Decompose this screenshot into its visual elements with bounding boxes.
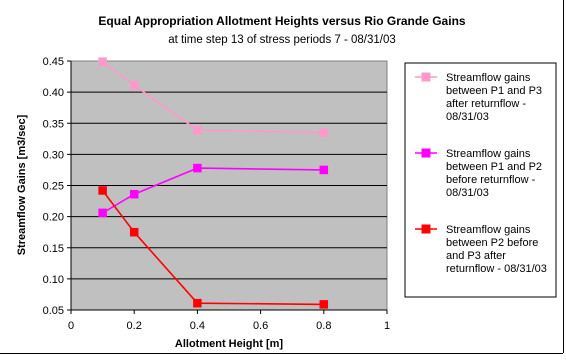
- legend-marker: [421, 224, 431, 234]
- data-point: [193, 298, 202, 308]
- series-line: [101, 190, 324, 306]
- chart-subtitle: at time step 13 of stress periods 7 - 08…: [168, 34, 396, 46]
- y-tick-label: 0.35: [43, 118, 64, 130]
- legend-text-line: between P2 before: [446, 237, 538, 249]
- y-tick-labels: 0.05 0.10 0.15 0.20 0.25 0.30 0.35 0.40 0.45: [43, 56, 64, 317]
- x-tick-label: 0.6: [253, 320, 268, 332]
- y-axis-label: Streamflow Gains [m3/sec]: [16, 114, 28, 255]
- legend-text-line: between P1 and P3: [446, 85, 542, 97]
- legend-text-line: before returnflow -: [446, 174, 536, 186]
- data-point: [319, 128, 329, 137]
- legend-text-line: between P1 and P2: [446, 161, 542, 173]
- legend-marker: [421, 148, 431, 158]
- legend-text-line: and P3 after: [446, 250, 506, 262]
- data-point: [193, 163, 202, 173]
- series-2: [98, 163, 329, 218]
- data-point: [193, 125, 202, 135]
- x-tick-label: 0.2: [127, 320, 142, 332]
- data-point: [98, 57, 107, 66]
- x-tick-label: 0.8: [316, 320, 331, 332]
- legend-marker: [421, 72, 431, 82]
- series-layer: [98, 57, 329, 309]
- data-point: [129, 227, 139, 237]
- series-line: [102, 167, 324, 214]
- x-tick-label: 1: [384, 320, 390, 332]
- x-axis-label: Allotment Height [m]: [175, 338, 283, 350]
- x-tick-label: 0: [68, 320, 74, 332]
- data-point: [319, 165, 329, 175]
- y-tick-label: 0.40: [43, 87, 64, 99]
- x-tick-labels: 0 0.2 0.4 0.6 0.8 1: [68, 320, 390, 332]
- data-point: [319, 300, 329, 309]
- data-point: [129, 189, 139, 199]
- legend-text-line: after returnflow -: [446, 98, 526, 110]
- y-tick-label: 0.15: [43, 243, 64, 255]
- y-tick-label: 0.30: [43, 149, 64, 161]
- y-tick-label: 0.10: [43, 274, 64, 286]
- series-3: [98, 186, 329, 309]
- y-tick-label: 0.45: [43, 56, 64, 68]
- gridlines: [71, 91, 387, 280]
- x-tick-label: 0.4: [190, 320, 205, 332]
- legend-text-line: returnflow - 08/31/03: [446, 263, 547, 275]
- legend-text-line: Streamflow gains: [446, 72, 531, 84]
- legend-text-line: Streamflow gains: [446, 224, 531, 236]
- data-point: [98, 208, 107, 218]
- y-tick-label: 0.20: [43, 212, 64, 224]
- legend-box: [404, 62, 557, 298]
- y-tick-label: 0.05: [43, 305, 64, 317]
- data-point: [98, 186, 107, 195]
- legend-text-line: 08/31/03: [446, 187, 489, 199]
- data-point: [129, 81, 139, 90]
- axes: [67, 60, 388, 314]
- series-line: [102, 60, 324, 134]
- y-tick-label: 0.25: [43, 181, 64, 193]
- legend-text-line: 08/31/03: [446, 111, 489, 123]
- series-1: [98, 57, 329, 137]
- legend-text-line: Streamflow gains: [446, 148, 531, 160]
- chart-title: Equal Appropriation Allotment Heights ve…: [98, 14, 465, 28]
